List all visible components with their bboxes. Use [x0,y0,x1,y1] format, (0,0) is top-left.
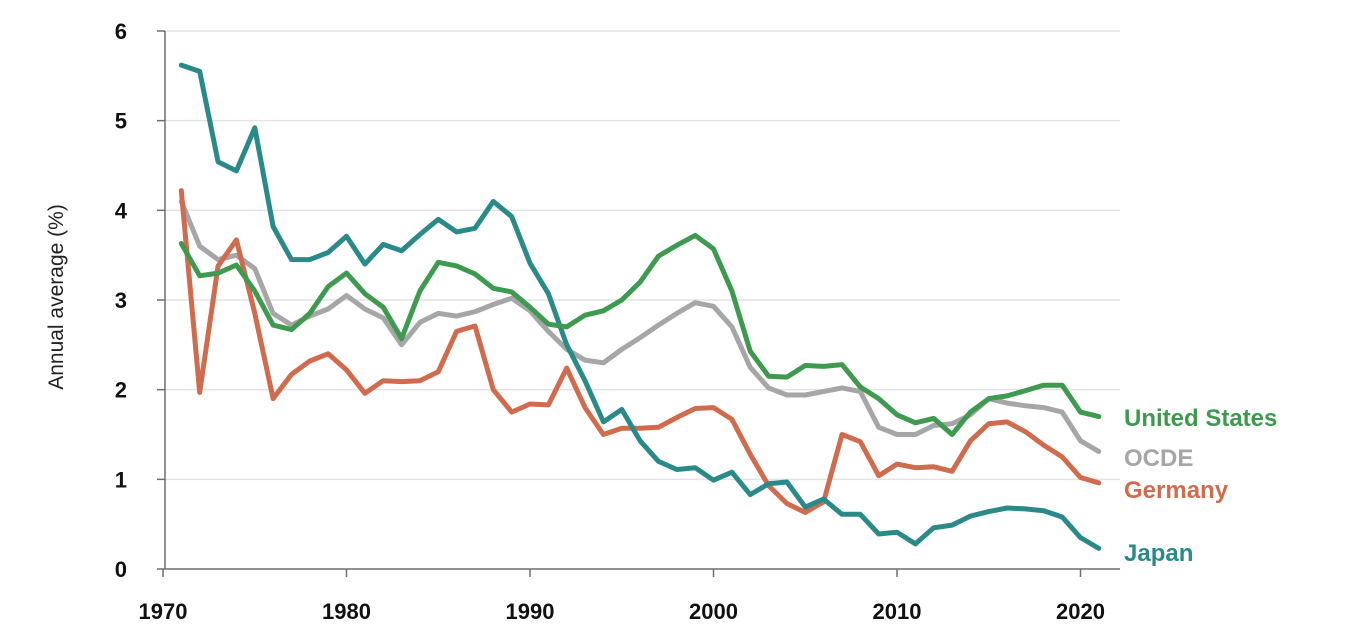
x-tick-labels: 1970 1980 1990 2000 2010 2020 [139,569,1105,624]
y-axis-label: Annual average (%) [45,204,68,390]
y-tick-label-5: 5 [115,109,127,134]
end-label-ocde: OCDE [1124,445,1193,472]
y-tick-label-6: 6 [115,19,127,44]
x-tick-label-3: 2000 [689,599,738,624]
y-tick-label-3: 3 [115,288,127,313]
series-line-japan [178,62,1102,551]
y-tick-labels: 0 1 2 3 4 5 6 [115,19,165,582]
x-tick-label-4: 2010 [873,599,922,624]
x-tick-label-1: 1980 [322,599,371,624]
y-tick-label-2: 2 [115,378,127,403]
end-label-united-states: United States [1124,405,1277,432]
x-tick-label-0: 1970 [139,599,188,624]
end-label-germany: Germany [1124,477,1229,504]
series-line-ocde [178,198,1102,454]
y-tick-label-0: 0 [115,557,127,582]
y-tick-label-1: 1 [115,467,127,492]
end-label-japan: Japan [1124,540,1193,567]
x-tick-label-2: 1990 [506,599,555,624]
series-lines [178,62,1102,551]
x-tick-label-5: 2020 [1056,599,1105,624]
series-line-united-states [178,232,1102,437]
gridlines [165,30,1120,481]
y-tick-label-4: 4 [115,198,128,223]
series-line-germany [178,188,1102,515]
series-end-labels: United States OCDE Germany Japan [1124,405,1277,567]
